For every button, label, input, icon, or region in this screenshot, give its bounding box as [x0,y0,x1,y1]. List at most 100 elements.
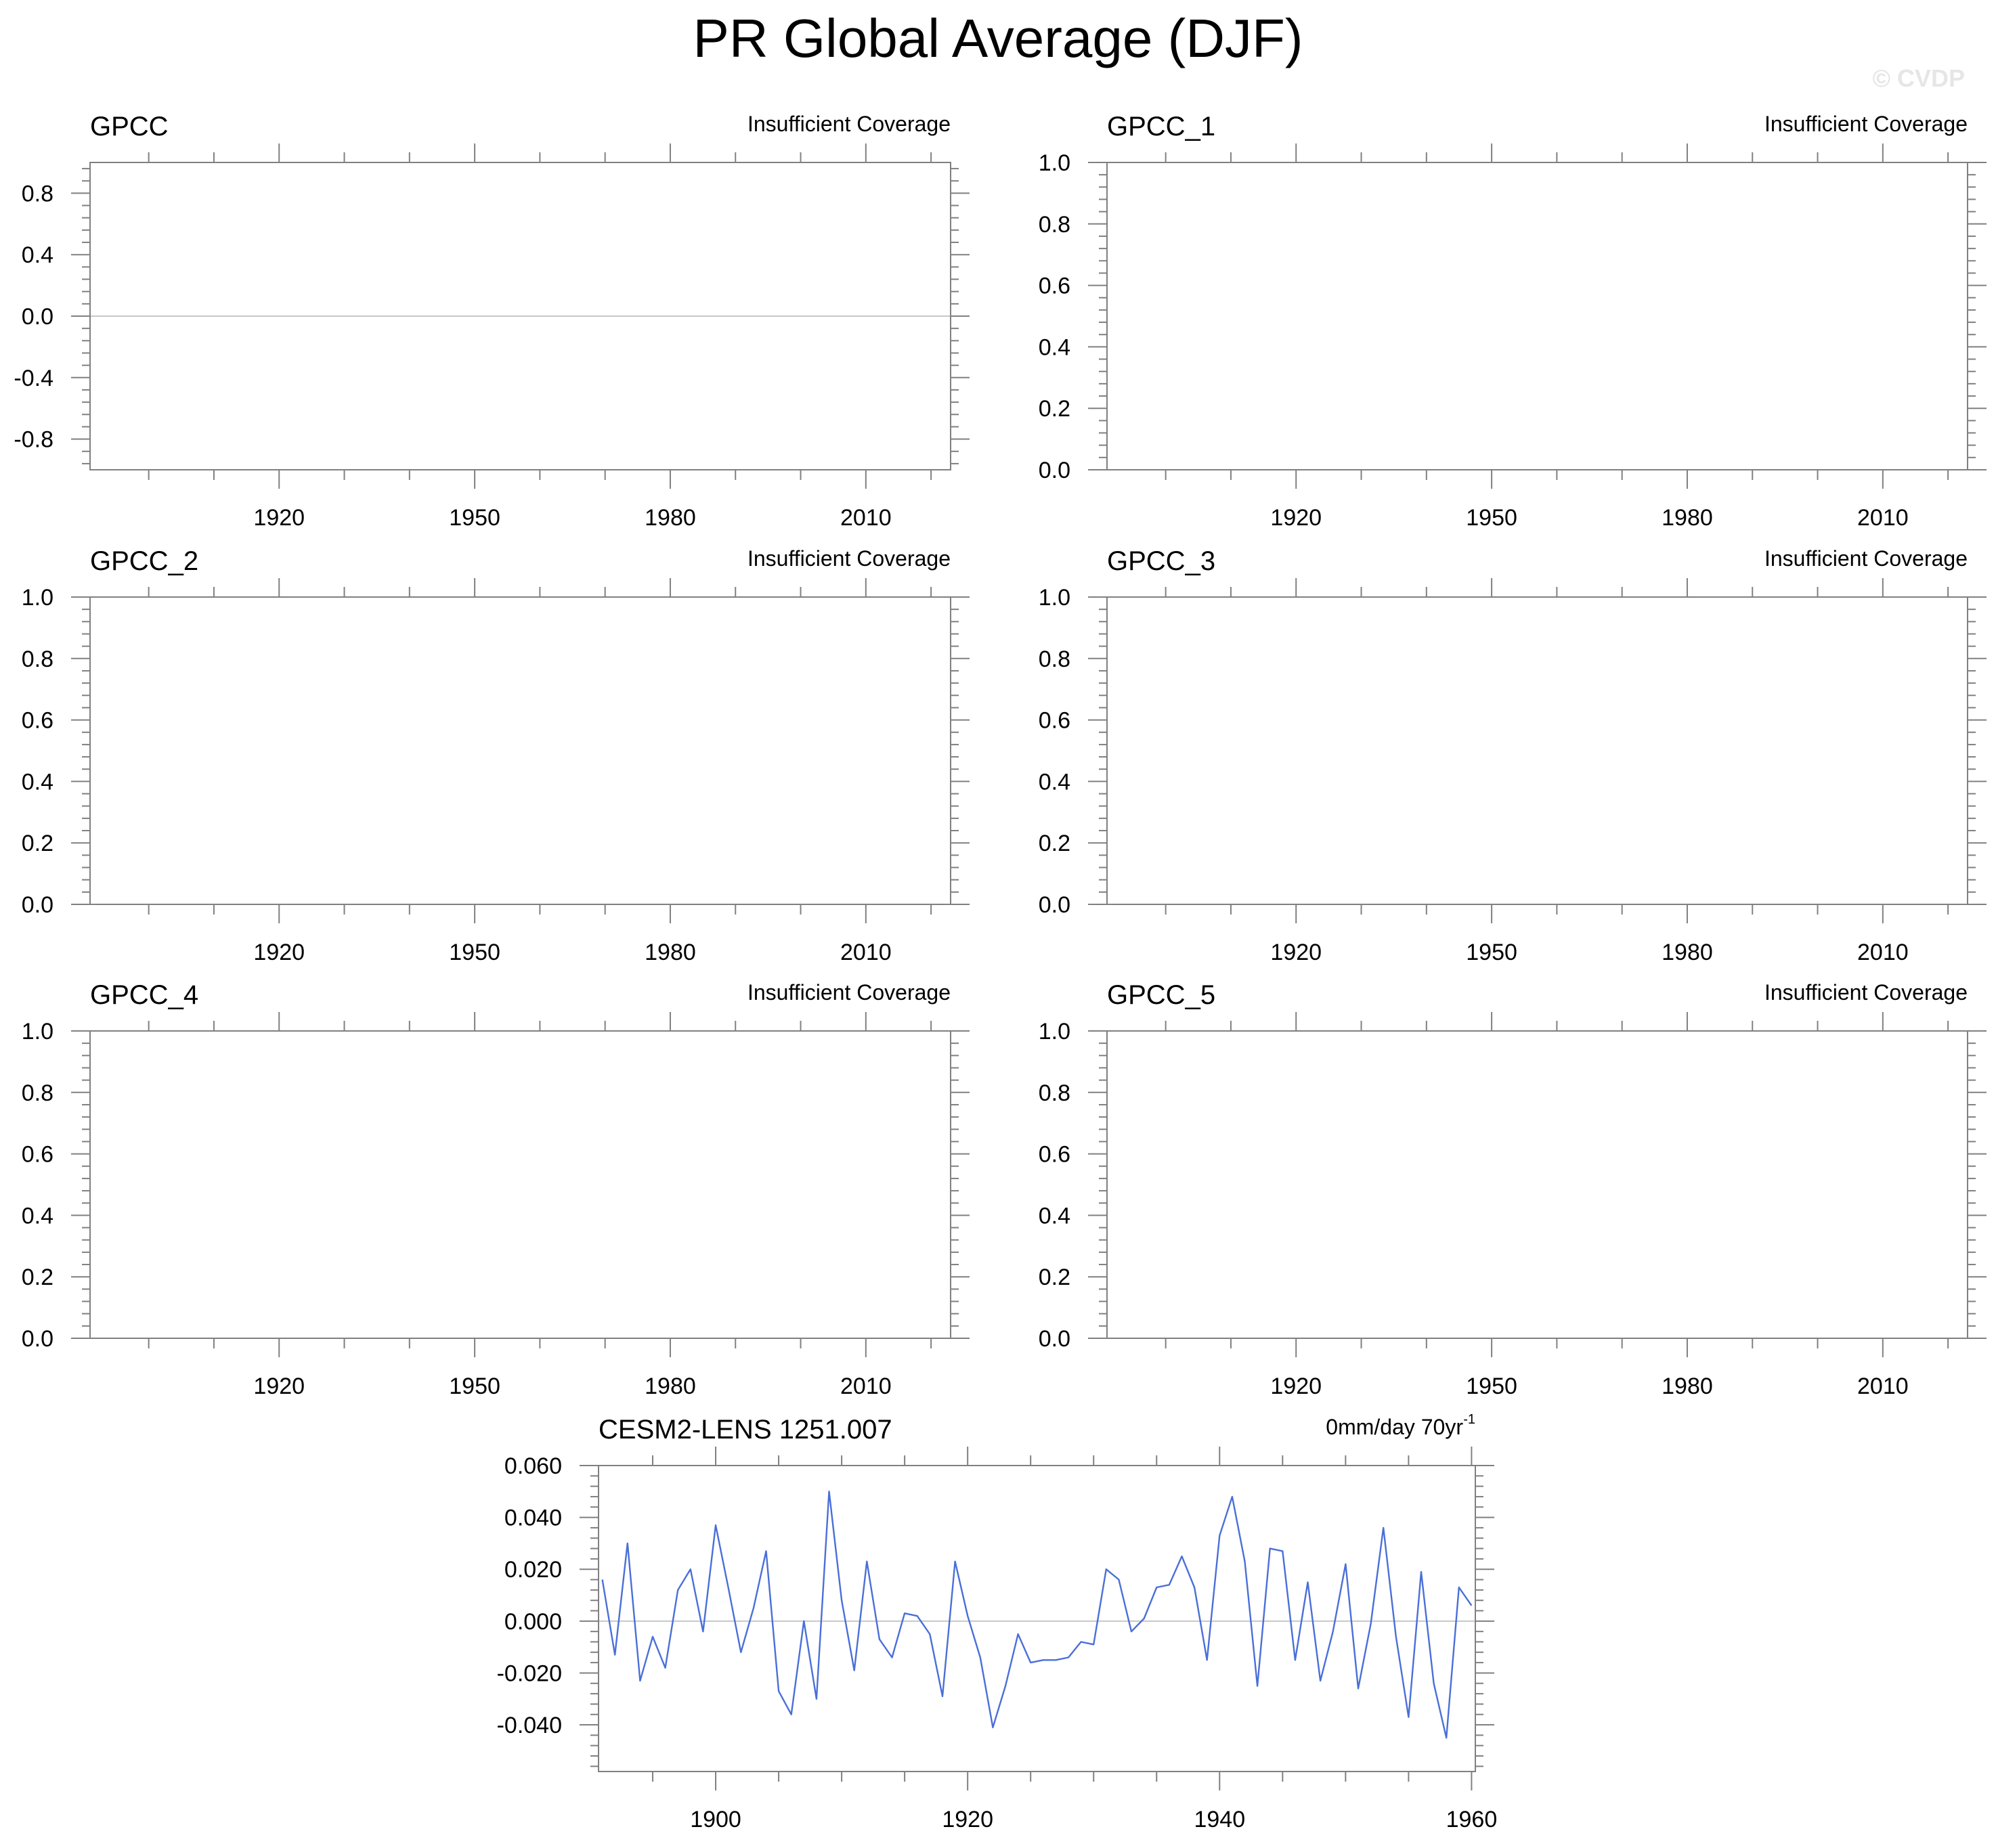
panel-5-minor-ticks [82,1021,959,1348]
panel-2-x-tick-label: 1920 [1270,505,1322,531]
panel-2-title: GPCC_1 [1107,112,1215,141]
panel-4-y-tick-label: 1.0 [1039,585,1070,611]
panel-1-y-tick-label: -0.8 [14,427,53,453]
panel-2-x-tick-label: 1980 [1662,505,1713,531]
panel-3-y-tick-label: 0.4 [22,769,53,795]
panel-5-y-tick-label: 0.2 [22,1264,53,1290]
panel-6-y-tick-label: 0.4 [1039,1203,1070,1229]
panel-2-minor-ticks [1099,152,1976,480]
panel-3-title: GPCC_2 [90,546,198,576]
panel-2-y-tick-label: 1.0 [1039,150,1070,176]
panel-4: GPCC_3 Insufficient Coverage 1920 1950 1980 2… [1039,546,1987,965]
panel-6-y-tick-label: 0.6 [1039,1142,1070,1168]
panel-2-y-tick-label: 0.6 [1039,273,1070,299]
panel-3-y-tick-label: 1.0 [22,585,53,611]
panel-7-title: CESM2-LENS 1251.007 [599,1415,892,1445]
panel-3-x-tick-label: 2010 [840,940,892,965]
panel-7-x-tick-label: 1900 [690,1807,741,1832]
panel-3-x-tick-label: 1950 [449,940,500,965]
panel-4-y-tick-label: 0.2 [1039,831,1070,856]
panel-7-y-tick-label: 0.060 [504,1453,562,1479]
panel-5-y-tick-label: 0.0 [22,1326,53,1352]
panel-5-x-tick-label: 2010 [840,1373,892,1399]
panel-4-plot-frame [1106,596,1968,905]
panel-6-y-tick-label: 0.2 [1039,1264,1070,1290]
panel-5-title: GPCC_4 [90,980,198,1010]
panel-4-major-ticks [1088,578,1987,923]
panel-7: CESM2-LENS 1251.007 0mm/day 70yr -1 1900 192… [497,1412,1498,1832]
panel-6-x-tick-label: 2010 [1857,1373,1909,1399]
panel-7-y-tick-label: -0.040 [497,1713,562,1738]
panel-5-x-tick-label: 1980 [645,1373,696,1399]
panel-3-minor-ticks [82,587,959,915]
panel-7-minor-ticks [590,1455,1483,1782]
panel-3-y-tick-label: 0.0 [22,892,53,918]
panel-6-y-tick-label: 1.0 [1039,1019,1070,1044]
panel-2-y-tick-label: 0.0 [1039,458,1070,483]
panel-2-y-tick-label: 0.4 [1039,334,1070,360]
panel-1-x-tick-label: 1920 [253,505,305,531]
panel-1-minor-ticks [82,152,959,480]
panel-2-plot-frame [1106,162,1968,470]
panel-1-x-tick-label: 2010 [840,505,892,531]
panel-3-annotation: Insufficient Coverage [747,546,951,571]
panel-6-major-ticks [1088,1012,1987,1357]
panel-6-x-tick-label: 1950 [1466,1373,1517,1399]
panel-2-x-tick-label: 1950 [1466,505,1517,531]
panel-7-annotation: 0mm/day 70yr [1326,1415,1463,1439]
panel-4-x-tick-label: 2010 [1857,940,1909,965]
panel-1-x-tick-label: 1950 [449,505,500,531]
panel-6-x-tick-label: 1980 [1662,1373,1713,1399]
figure-title: PR Global Average (DJF) [693,8,1303,68]
panels: GPCC Insufficient Coverage 1920 1950 1980 201… [14,112,1987,1832]
panel-7-series-line-1 [601,1491,1473,1739]
panel-7-y-tick-label: 0.020 [504,1557,562,1583]
panel-4-annotation: Insufficient Coverage [1764,546,1968,571]
panel-3-major-ticks [71,578,970,923]
panel-1-y-tick-label: 0.8 [22,181,53,206]
panel-6-title: GPCC_5 [1107,980,1215,1010]
panel-7-y-tick-label: 0.040 [504,1505,562,1531]
panel-4-y-tick-label: 0.6 [1039,708,1070,734]
panel-7-x-tick-label: 1960 [1446,1807,1498,1832]
panel-6-minor-ticks [1099,1021,1976,1348]
panel-7-y-tick-label: 0.000 [504,1609,562,1635]
panel-5-y-tick-label: 1.0 [22,1019,53,1044]
panel-2-y-tick-label: 0.8 [1039,212,1070,238]
panel-4-minor-ticks [1099,587,1976,915]
panel-2-y-tick-label: 0.2 [1039,396,1070,422]
panel-5-plot-frame [89,1030,951,1339]
panel-4-y-tick-label: 0.4 [1039,769,1070,795]
panel-6: GPCC_5 Insufficient Coverage 1920 1950 1980 2… [1039,980,1987,1399]
panel-5-y-tick-label: 0.6 [22,1142,53,1168]
panel-7-x-tick-label: 1920 [942,1807,993,1832]
panel-5-y-tick-label: 0.4 [22,1203,53,1229]
panel-6-y-tick-label: 0.0 [1039,1326,1070,1352]
panel-5-x-tick-label: 1920 [253,1373,305,1399]
panel-1: GPCC Insufficient Coverage 1920 1950 1980 201… [14,112,970,531]
panel-1-annotation: Insufficient Coverage [747,112,951,136]
panel-7-x-tick-label: 1940 [1194,1807,1245,1832]
panel-3-plot-frame [89,596,951,905]
panel-2: GPCC_1 Insufficient Coverage 1920 1950 1980 2… [1039,112,1987,531]
cvdp-watermark: © CVDP [1872,64,1965,92]
panel-7-annotation-superscript: -1 [1463,1412,1475,1427]
panel-4-y-tick-label: 0.8 [1039,646,1070,672]
panel-5-major-ticks [71,1012,970,1357]
panel-6-annotation: Insufficient Coverage [1764,980,1968,1005]
panel-6-y-tick-label: 0.8 [1039,1080,1070,1106]
panel-4-title: GPCC_3 [1107,546,1215,576]
panel-1-major-ticks [71,144,970,489]
panel-7-major-ticks [580,1447,1494,1790]
panel-2-major-ticks [1088,144,1987,489]
panel-3-y-tick-label: 0.8 [22,646,53,672]
panel-1-plot-frame [89,162,951,470]
panel-3: GPCC_2 Insufficient Coverage 1920 1950 1980 2… [22,546,970,965]
panel-1-y-tick-label: 0.4 [22,242,53,268]
panel-1-x-tick-label: 1980 [645,505,696,531]
panel-1-y-tick-label: -0.4 [14,366,53,391]
panel-3-x-tick-label: 1980 [645,940,696,965]
panel-3-y-tick-label: 0.6 [22,708,53,734]
panel-5-y-tick-label: 0.8 [22,1080,53,1106]
